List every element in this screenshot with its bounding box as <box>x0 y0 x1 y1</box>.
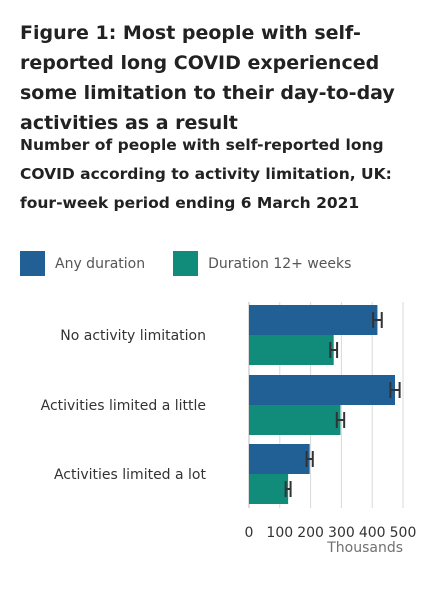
category-label-no-activity-limitation: No activity limitation <box>60 328 206 344</box>
chart-legend: Any duration Duration 12+ weeks <box>20 251 379 276</box>
bar-duration-12-weeks-no-activity-limitation <box>249 335 334 365</box>
figure-title: Figure 1: Most people with self-reported… <box>20 22 395 134</box>
x-tick-label-0: 0 <box>245 525 254 541</box>
legend-swatch-duration-12-weeks <box>173 251 199 276</box>
error-bar-duration-12-weeks-no-activity-limitation <box>329 342 339 358</box>
x-tick-label-100: 100 <box>266 525 293 541</box>
error-bar-any-duration-activities-limited-a-little <box>389 382 401 398</box>
x-tick-label-500: 500 <box>390 525 417 541</box>
legend-item-duration-12-weeks: Duration 12+ weeks <box>173 251 351 276</box>
x-tick-label-300: 300 <box>328 525 355 541</box>
x-tick-label-200: 200 <box>297 525 324 541</box>
x-tick-label-400: 400 <box>359 525 386 541</box>
legend-swatch-any-duration <box>20 251 45 276</box>
bar-duration-12-weeks-activities-limited-a-little <box>249 405 341 435</box>
error-bar-duration-12-weeks-activities-limited-a-little <box>335 412 346 428</box>
bar-any-duration-no-activity-limitation <box>249 305 378 335</box>
category-label-activities-limited-a-lot: Activities limited a lot <box>54 467 207 483</box>
category-label-activities-limited-a-little: Activities limited a little <box>41 398 206 414</box>
error-bar-duration-12-weeks-activities-limited-a-lot <box>284 481 292 497</box>
legend-label-duration-12-weeks: Duration 12+ weeks <box>208 255 352 272</box>
bar-duration-12-weeks-activities-limited-a-lot <box>249 474 289 504</box>
bar-any-duration-activities-limited-a-lot <box>249 444 310 474</box>
legend-label-any-duration: Any duration <box>55 255 146 272</box>
error-bar-any-duration-no-activity-limitation <box>372 312 383 328</box>
x-axis-label: Thousands <box>326 540 403 556</box>
legend-item-any-duration: Any duration <box>20 251 145 276</box>
bar-any-duration-activities-limited-a-little <box>249 375 395 405</box>
figure-subtitle: Number of people with self-reported long… <box>20 136 392 212</box>
bar-chart: No activity limitation Activities limited… <box>41 302 417 556</box>
error-bar-any-duration-activities-limited-a-lot <box>305 451 314 467</box>
